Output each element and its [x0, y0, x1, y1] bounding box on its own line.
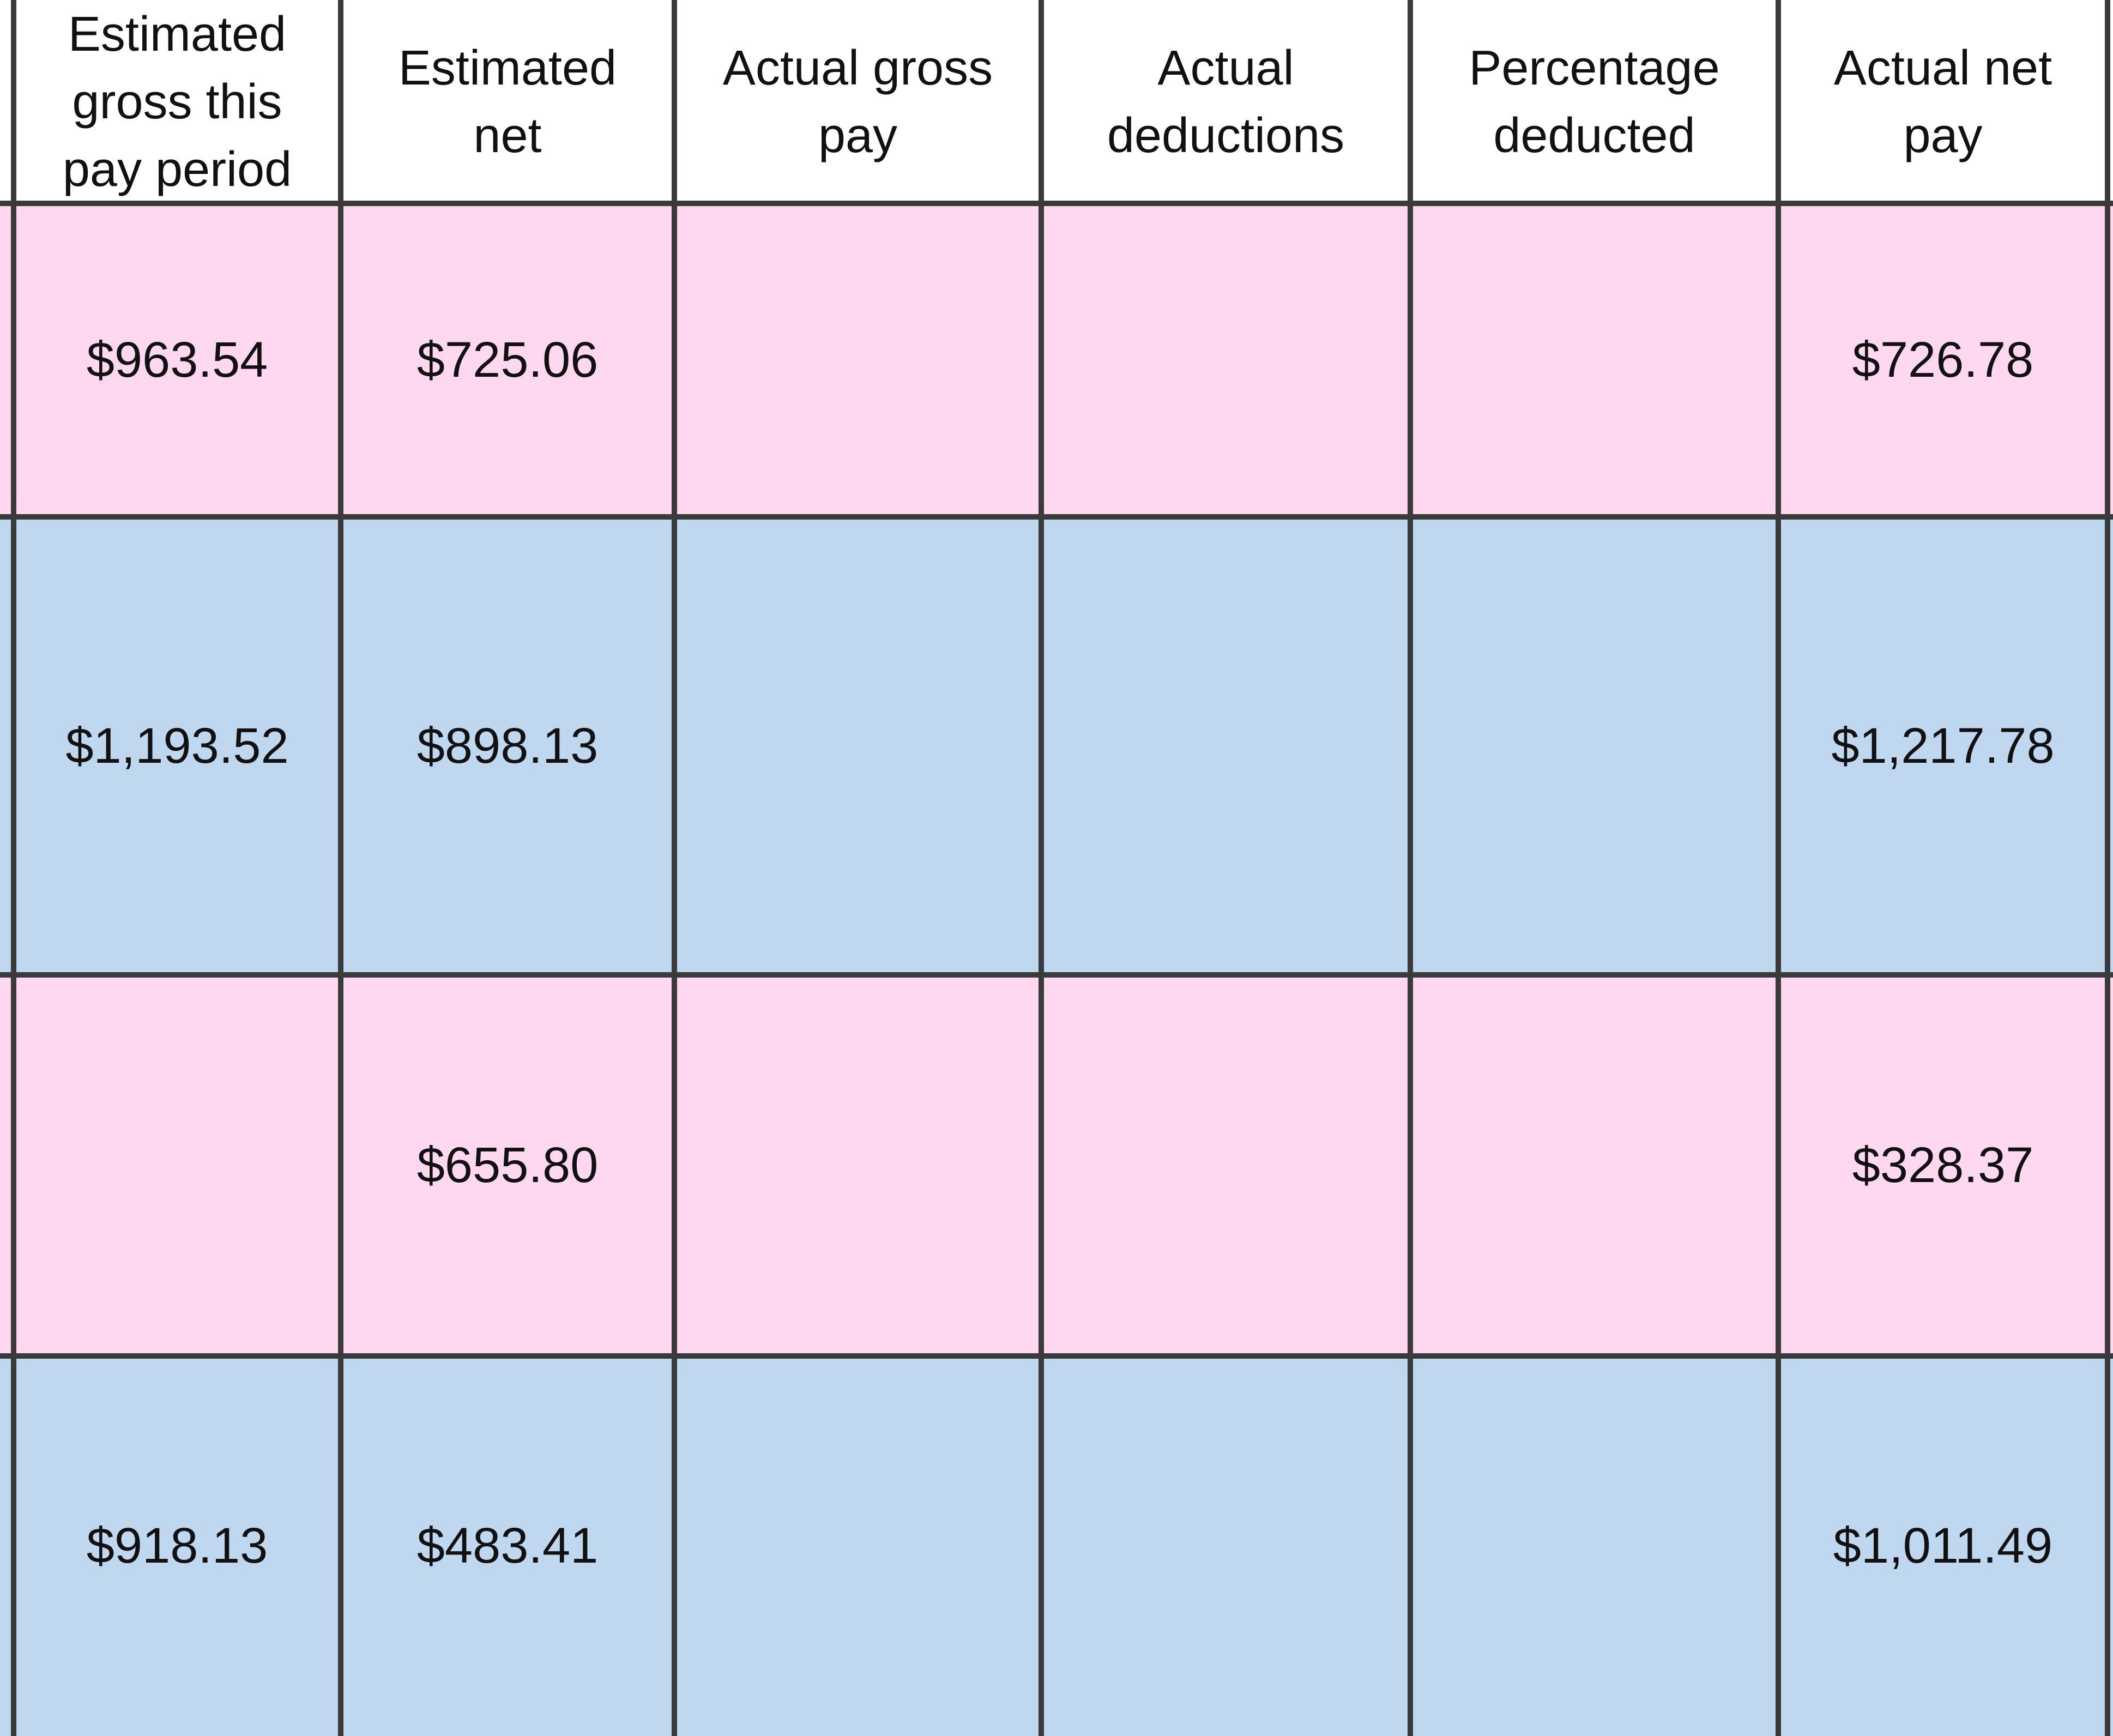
- table-cell-actual-deductions[interactable]: [1041, 517, 1410, 975]
- table-cell-offscreen-right[interactable]: [2108, 203, 2113, 517]
- table-cell-actual-gross[interactable]: [674, 1356, 1041, 1736]
- row-gridline: [0, 201, 2113, 206]
- table-cell-est-net[interactable]: $483.41: [341, 1356, 674, 1736]
- table-cell-actual-net[interactable]: $1,217.78: [1778, 517, 2108, 975]
- table-cell-est-gross[interactable]: $1,193.52: [14, 517, 341, 975]
- table-cell-pct-deducted[interactable]: [1410, 1356, 1778, 1736]
- table-cell-offscreen-right[interactable]: [2108, 975, 2113, 1356]
- table-cell-est-net[interactable]: $725.06: [341, 203, 674, 517]
- column-gridline: [1039, 0, 1044, 1736]
- column-header-actual-net[interactable]: Actual net pay: [1778, 0, 2108, 203]
- table-cell-pct-deducted[interactable]: [1410, 203, 1778, 517]
- column-header-actual-deductions[interactable]: Actual deductions: [1041, 0, 1410, 203]
- table-cell-est-gross[interactable]: $918.13: [14, 1356, 341, 1736]
- table-cell-actual-deductions[interactable]: [1041, 975, 1410, 1356]
- table-cell-offscreen-right[interactable]: [2108, 1356, 2113, 1736]
- header-cell-offscreen-right[interactable]: [2108, 0, 2113, 203]
- table-cell-actual-net[interactable]: $328.37: [1778, 975, 2108, 1356]
- table-cell-pct-deducted[interactable]: [1410, 975, 1778, 1356]
- table-cell-est-gross[interactable]: [14, 975, 341, 1356]
- table-cell-actual-gross[interactable]: [674, 975, 1041, 1356]
- column-header-est-net[interactable]: Estimated net: [341, 0, 674, 203]
- table-cell-actual-net[interactable]: $726.78: [1778, 203, 2108, 517]
- table-cell-actual-gross[interactable]: [674, 517, 1041, 975]
- row-gridline: [0, 1353, 2113, 1359]
- table-cell-actual-deductions[interactable]: [1041, 203, 1410, 517]
- table-cell-actual-deductions[interactable]: [1041, 1356, 1410, 1736]
- table-cell-actual-gross[interactable]: [674, 203, 1041, 517]
- column-gridline: [2105, 0, 2110, 1736]
- table-cell-actual-net[interactable]: $1,011.49: [1778, 1356, 2108, 1736]
- table-cell-est-net[interactable]: $898.13: [341, 517, 674, 975]
- table-cell-offscreen-right[interactable]: [2108, 517, 2113, 975]
- column-header-actual-gross[interactable]: Actual gross pay: [674, 0, 1041, 203]
- table-cell-est-net[interactable]: $655.80: [341, 975, 674, 1356]
- column-gridline: [1408, 0, 1413, 1736]
- column-header-pct-deducted[interactable]: Percentage deducted: [1410, 0, 1778, 203]
- column-gridline: [11, 0, 16, 1736]
- row-gridline: [0, 972, 2113, 978]
- row-gridline: [0, 514, 2113, 520]
- column-gridline: [338, 0, 343, 1736]
- column-header-est-gross[interactable]: Estimated gross this pay period: [14, 0, 341, 203]
- table-cell-pct-deducted[interactable]: [1410, 517, 1778, 975]
- column-gridline: [1776, 0, 1781, 1736]
- table-cell-est-gross[interactable]: $963.54: [14, 203, 341, 517]
- column-gridline: [672, 0, 677, 1736]
